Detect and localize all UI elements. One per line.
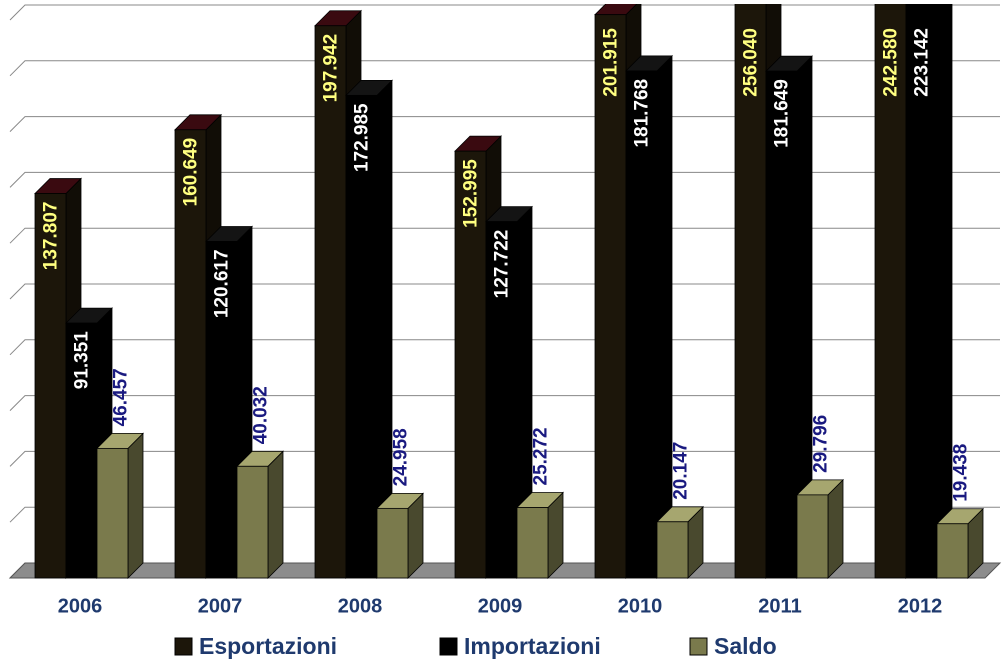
data-label: 46.457 [111, 368, 132, 426]
labels: 2006 137.807 91.351 46.457 2007 160.649 120.61… [41, 28, 972, 660]
bar [625, 54, 673, 579]
bar-front [376, 507, 409, 579]
data-label: 137.807 [41, 202, 62, 271]
bar-front [765, 70, 798, 579]
grid-line [9, 116, 1000, 132]
bars [34, 4, 984, 579]
bar-front [34, 193, 67, 579]
data-label: 19.438 [951, 444, 972, 502]
x-tick-label: 2010 [618, 595, 663, 617]
bar-front [65, 322, 98, 579]
data-label: 181.649 [772, 79, 793, 148]
data-label: 120.617 [212, 249, 233, 318]
grid-line [9, 283, 1000, 300]
data-label: 91.351 [72, 331, 93, 390]
data-label: 152.995 [461, 159, 482, 228]
x-tick-label: 2006 [58, 595, 103, 617]
x-tick-label: 2011 [758, 595, 801, 617]
data-label: 181.768 [632, 79, 653, 148]
data-label: 172.985 [352, 103, 373, 172]
x-tick-label: 2007 [198, 595, 243, 617]
legend-label: Importazioni [464, 633, 601, 659]
bar [96, 432, 144, 579]
data-label: 40.032 [251, 386, 272, 444]
grid-line [9, 60, 1000, 77]
grid-line [9, 171, 1000, 188]
bar [485, 205, 533, 579]
bar-front [485, 221, 518, 579]
bar [936, 507, 984, 579]
bar-side [267, 450, 284, 579]
bar-front [594, 14, 627, 579]
legend-swatch [174, 637, 193, 656]
bar [765, 55, 813, 579]
data-label: 160.649 [181, 138, 202, 207]
bar-front [796, 494, 829, 579]
data-label: 25.272 [531, 427, 552, 485]
bar [236, 450, 284, 579]
legend-swatch [439, 637, 458, 656]
bar-front [516, 507, 549, 579]
x-tick-label: 2008 [338, 595, 383, 617]
bar [796, 478, 844, 579]
data-label: 24.958 [391, 428, 412, 486]
x-tick-label: 2012 [898, 595, 943, 617]
bar-side [127, 432, 144, 579]
data-label: 20.147 [671, 442, 692, 500]
grid [9, 4, 1000, 579]
bar [905, 4, 953, 579]
grid-line [9, 4, 1000, 21]
data-label: 197.942 [321, 34, 342, 103]
bar-front [656, 521, 689, 579]
data-label: 256.040 [741, 28, 762, 97]
data-label: 201.915 [601, 28, 622, 97]
bar-front [345, 94, 378, 579]
bar-front [174, 129, 207, 579]
bar-front [205, 241, 238, 579]
grid-line [9, 450, 1000, 467]
bar-front [236, 465, 269, 579]
bar [376, 492, 424, 579]
bar-side [827, 478, 844, 579]
bar-front [734, 4, 767, 579]
data-label: 223.142 [912, 28, 933, 97]
legend-label: Saldo [714, 633, 777, 659]
bar [516, 491, 564, 579]
bar-front [936, 523, 969, 579]
data-label: 127.722 [492, 230, 513, 299]
x-tick-label: 2009 [478, 595, 523, 617]
legend-label: Esportazioni [199, 633, 337, 659]
grid-line [9, 339, 1000, 356]
grid-line [9, 395, 1000, 411]
bar-front [625, 70, 658, 579]
legend-swatch [689, 637, 708, 656]
data-label: 29.796 [811, 415, 832, 473]
bar-front [96, 447, 129, 579]
bar [656, 505, 704, 579]
bar-front [314, 25, 347, 579]
data-label: 242.580 [881, 28, 902, 97]
bar-front [905, 4, 938, 579]
grid-line [9, 227, 1000, 244]
